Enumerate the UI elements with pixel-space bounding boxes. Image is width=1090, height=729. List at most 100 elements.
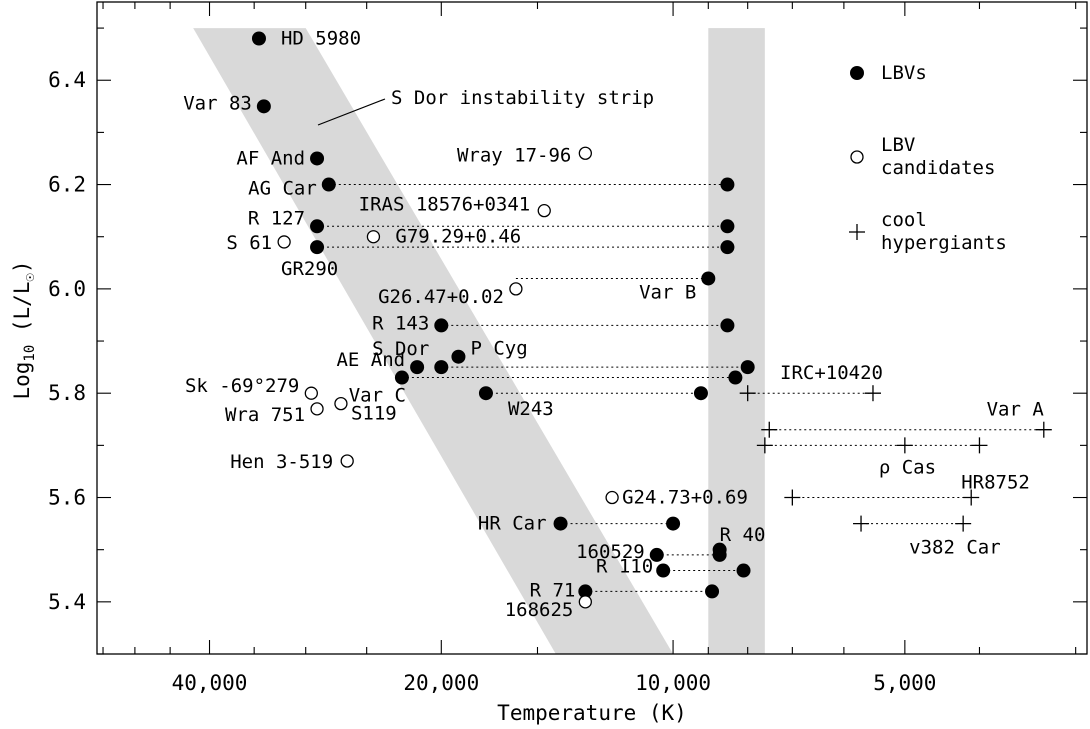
lbv-marker bbox=[736, 563, 751, 578]
lbv-marker bbox=[728, 370, 743, 385]
lbv-marker bbox=[256, 99, 271, 114]
star-label: AG Car bbox=[248, 178, 317, 200]
legend-label: LBV bbox=[881, 134, 915, 156]
point-labels: HD 5980 Var 83 AF And AG Car R 127 GR290 Var B… bbox=[183, 28, 1044, 621]
star-label: AF And bbox=[236, 147, 305, 169]
star-label: S119 bbox=[351, 403, 397, 425]
hypergiant-marker bbox=[963, 489, 980, 506]
star-label: R 71 bbox=[530, 579, 576, 601]
x-tick-label: 10,000 bbox=[635, 671, 711, 695]
star-label: G26.47+0.02 bbox=[378, 286, 504, 308]
star-label: HD 5980 bbox=[281, 28, 361, 50]
lbv-marker bbox=[705, 584, 720, 599]
strip-annotation: S Dor instability strip bbox=[391, 87, 654, 109]
candidate-marker bbox=[366, 230, 381, 244]
star-label: 168625 bbox=[505, 599, 574, 621]
lbv-marker bbox=[478, 386, 493, 401]
axes bbox=[96, 1, 1088, 655]
star-label: R 143 bbox=[372, 312, 429, 334]
star-label: S 61 bbox=[226, 232, 272, 254]
lbv-marker bbox=[656, 563, 671, 578]
candidate-marker bbox=[578, 595, 592, 609]
y-axis-title-sun-symbol: ☉ bbox=[22, 273, 38, 281]
candidate-marker bbox=[509, 282, 523, 296]
star-label: HR8752 bbox=[961, 472, 1030, 494]
y-axis-title: Log10 (L/L☉) bbox=[10, 260, 38, 399]
legend-label: hypergiants bbox=[881, 232, 1007, 254]
lbv-marker bbox=[310, 240, 325, 255]
instability-strip-band bbox=[193, 28, 674, 654]
lbv-marker bbox=[310, 151, 325, 166]
candidate-marker bbox=[537, 203, 551, 218]
lbv-marker bbox=[321, 177, 336, 192]
lbv-marker bbox=[666, 516, 681, 531]
star-label: 160529 bbox=[576, 541, 645, 563]
hypergiant-marker bbox=[864, 385, 881, 402]
legend-label: cool bbox=[881, 209, 927, 231]
star-label: Wra 751 bbox=[225, 404, 305, 426]
star-label: G79.29+0.46 bbox=[395, 226, 521, 248]
star-label: IRC+10420 bbox=[780, 362, 883, 384]
y-axis-title-log: Log bbox=[10, 362, 34, 400]
x-tick-label: 20,000 bbox=[403, 671, 479, 695]
star-label: Hen 3-519 bbox=[230, 451, 333, 473]
y-axis-title-close: ) bbox=[10, 260, 34, 273]
lbv-marker bbox=[740, 360, 755, 375]
hypergiant-marker bbox=[784, 489, 801, 506]
candidate-marker bbox=[304, 386, 318, 400]
candidate-marker bbox=[334, 396, 348, 411]
candidate-marker bbox=[310, 402, 324, 416]
lbv-marker bbox=[578, 584, 593, 599]
star-label: S Dor bbox=[372, 338, 429, 360]
hypergiant-marker bbox=[761, 421, 778, 438]
y-tick-label: 6.4 bbox=[48, 68, 86, 92]
candidate-marker bbox=[605, 490, 619, 505]
hypergiant-marker bbox=[756, 437, 773, 454]
lbv-marker bbox=[434, 360, 449, 375]
star-label: P Cyg bbox=[470, 338, 527, 360]
star-label: ρ Cas bbox=[879, 456, 936, 478]
star-label: R 127 bbox=[248, 207, 305, 229]
lbv-marker bbox=[251, 31, 266, 46]
lbv-marker bbox=[701, 271, 716, 286]
star-label: Sk -69°279 bbox=[185, 375, 299, 397]
legend-label: candidates bbox=[881, 157, 995, 179]
data-points bbox=[251, 31, 1052, 609]
strip-annotation-pointer bbox=[317, 98, 386, 126]
star-label: R 110 bbox=[596, 556, 653, 578]
lbv-marker bbox=[720, 177, 735, 192]
lbv-marker bbox=[693, 386, 708, 401]
x-axis-title: Temperature (K) bbox=[497, 701, 687, 725]
hypergiant-marker bbox=[739, 385, 756, 402]
lbv-marker bbox=[553, 516, 568, 531]
y-tick-label: 5.8 bbox=[48, 381, 86, 405]
connector-lines bbox=[317, 184, 1044, 592]
lbv-marker bbox=[451, 349, 466, 364]
hypergiant-marker bbox=[971, 437, 988, 454]
lbv-marker bbox=[394, 370, 409, 385]
legend-hypergiant-marker bbox=[849, 224, 865, 240]
star-label: W243 bbox=[508, 398, 554, 420]
lbv-marker bbox=[720, 318, 735, 333]
lbv-marker bbox=[410, 360, 425, 375]
legend-label: LBVs bbox=[881, 62, 927, 84]
axis-ticks: 40,000 20,000 10,000 5,000 5.4 5.6 5.8 6.0 6.2 6.… bbox=[48, 2, 1087, 695]
legend-lbv-marker bbox=[850, 66, 864, 80]
candidate-marker bbox=[340, 454, 354, 468]
lbv-marker bbox=[720, 240, 735, 255]
y-tick-label: 5.4 bbox=[48, 590, 86, 614]
star-label: IRAS 18576+0341 bbox=[359, 194, 531, 216]
star-label: v382 Car bbox=[909, 537, 1001, 559]
lbv-marker bbox=[434, 318, 449, 333]
legend-candidate-marker bbox=[850, 150, 864, 164]
hypergiant-marker bbox=[853, 515, 870, 532]
hypergiant-marker bbox=[955, 515, 972, 532]
star-label: Var A bbox=[987, 399, 1045, 421]
lbv-marker bbox=[649, 547, 664, 562]
y-tick-label: 6.0 bbox=[48, 277, 86, 301]
star-label: AE And bbox=[336, 349, 405, 371]
y-tick-label: 5.6 bbox=[48, 486, 86, 510]
star-label: Var 83 bbox=[183, 92, 252, 114]
lbv-marker bbox=[720, 219, 735, 234]
